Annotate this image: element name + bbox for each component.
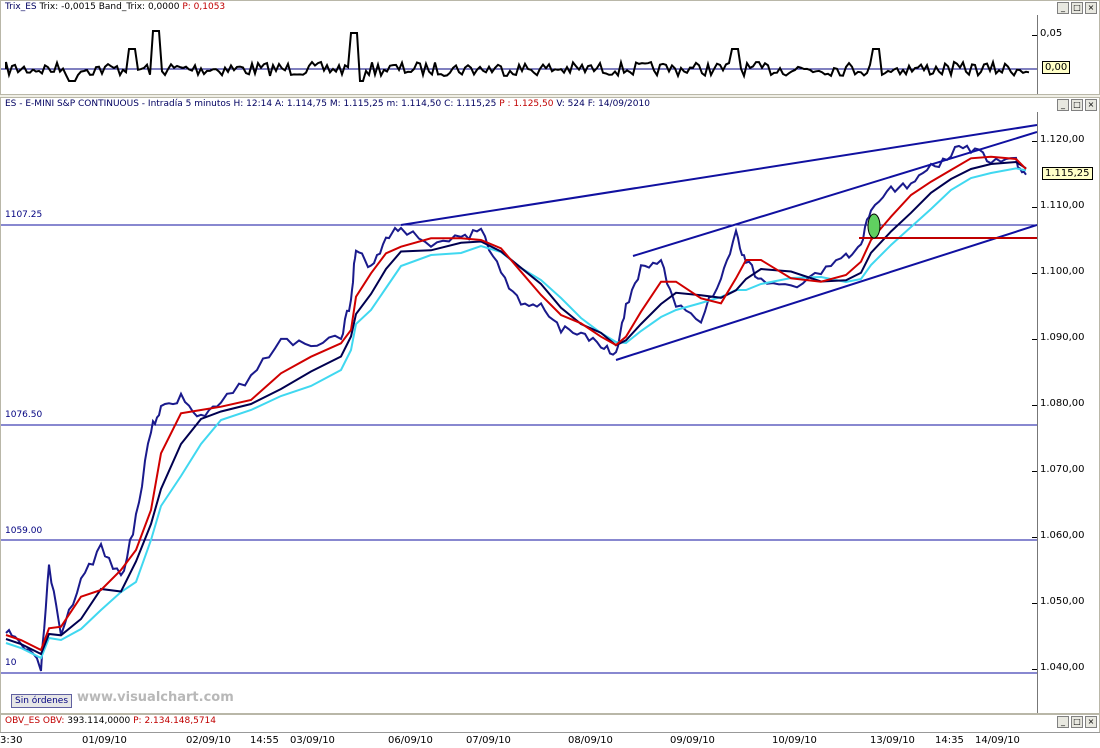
minimize-icon[interactable]: _ (1057, 716, 1069, 728)
trix-y-axis: 0,05 0,00 (1032, 15, 1099, 94)
close-value: C: 1.115,25 (444, 99, 497, 109)
price-tick: 1.040,00 (1032, 662, 1099, 673)
time-label: 08/09/10 (568, 735, 613, 746)
price-tick: 1.070,00 (1032, 464, 1099, 475)
minimize-icon[interactable]: _ (1057, 2, 1069, 14)
channel-top-line (632, 131, 1037, 257)
highlight-ellipse (867, 213, 881, 239)
time-label: 14:35 (935, 735, 964, 746)
volume-value: V: 524 (556, 99, 585, 109)
trix-plot (1, 30, 1037, 82)
price-tick: 1.090,00 (1032, 332, 1099, 343)
obv-name: OBV_ES (5, 716, 41, 726)
trix-p-value: 0,1053 (193, 2, 226, 12)
obv-panel: OBV_ES OBV: 393.114,0000 P: 2.134.148,57… (0, 714, 1100, 733)
price-y-axis: 1.120,00 1.110,00 1.100,00 1.090,00 1.08… (1032, 112, 1099, 713)
price-series (5, 144, 1027, 672)
time-label: 07/09/10 (466, 735, 511, 746)
close-icon[interactable]: × (1085, 99, 1097, 111)
obv-window-buttons: _ □ × (1057, 716, 1097, 728)
max-value: M: 1.115,25 (329, 99, 384, 109)
ma-navy-line (5, 160, 1027, 656)
trix-line (5, 30, 1030, 82)
time-label: 02/09/10 (186, 735, 231, 746)
symbol-label: ES - E-MINI S&P CONTINUOUS - Intradía 5 … (5, 99, 231, 109)
level-label: 1059.00 (5, 526, 43, 536)
price-tick: 1.060,00 (1032, 530, 1099, 541)
time-label: 3:30 (0, 735, 23, 746)
level-label: 10 (5, 658, 17, 668)
obv-p-label: P: (133, 716, 142, 726)
price-panel: ES - E-MINI S&P CONTINUOUS - Intradía 5 … (0, 97, 1100, 714)
trix-p-label: P: (182, 2, 191, 12)
time-label: 09/09/10 (670, 735, 715, 746)
band-value: 0,0000 (147, 2, 180, 12)
price-plot (1, 124, 1037, 674)
minimize-icon[interactable]: _ (1057, 99, 1069, 111)
time-label: 03/09/10 (290, 735, 335, 746)
trix-panel: Trix_ES Trix: -0,0015 Band_Trix: 0,0000 … (0, 0, 1100, 95)
time-label: 01/09/10 (82, 735, 127, 746)
obv-header: OBV_ES OBV: 393.114,0000 P: 2.134.148,57… (1, 715, 1099, 728)
obv-label: OBV: (42, 716, 65, 726)
min-value: m: 1.114,50 (386, 99, 442, 109)
a-value: A: 1.114,75 (274, 99, 327, 109)
price-tick: 1.050,00 (1032, 596, 1099, 607)
time-label: 06/09/10 (388, 735, 433, 746)
band-label: Band_Trix: (98, 2, 146, 12)
watermark: www.visualchart.com (77, 690, 234, 705)
current-price-box: 1.115,25 (1042, 167, 1093, 180)
close-icon[interactable]: × (1085, 2, 1097, 14)
no-orders-button[interactable]: Sin órdenes (11, 694, 73, 708)
maximize-icon[interactable]: □ (1071, 716, 1083, 728)
obv-p-value: 2.134.148,5714 (144, 716, 217, 726)
trix-current-box: 0,00 (1042, 61, 1071, 74)
time-axis: 3:30 01/09/10 02/09/10 14:55 03/09/10 06… (0, 732, 1100, 748)
time-label: 13/09/10 (870, 735, 915, 746)
level-label: 1107.25 (5, 210, 43, 220)
ma-red-line (5, 155, 1027, 652)
time-label: 10/09/10 (772, 735, 817, 746)
price-header: ES - E-MINI S&P CONTINUOUS - Intradía 5 … (1, 98, 1099, 111)
trix-name: Trix_ES (5, 2, 37, 12)
maximize-icon[interactable]: □ (1071, 99, 1083, 111)
maximize-icon[interactable]: □ (1071, 2, 1083, 14)
upper-trendline (400, 124, 1037, 226)
price-tick: 1.100,00 (1032, 266, 1099, 277)
price-window-buttons: _ □ × (1057, 99, 1097, 111)
trix-header: Trix_ES Trix: -0,0015 Band_Trix: 0,0000 … (1, 1, 1099, 14)
trix-window-buttons: _ □ × (1057, 2, 1097, 14)
close-icon[interactable]: × (1085, 716, 1097, 728)
channel-bottom-line (615, 224, 1037, 361)
date-value: F: 14/09/2010 (587, 99, 650, 109)
p-value: P : 1.125,50 (499, 99, 554, 109)
trix-label: Trix: (39, 2, 59, 12)
price-tick: 1.080,00 (1032, 398, 1099, 409)
price-tick: 1.110,00 (1032, 200, 1099, 211)
trix-tick: 0,05 (1032, 28, 1099, 39)
h-value: H: 12:14 (233, 99, 273, 109)
trix-value: -0,0015 (61, 2, 96, 12)
time-label: 14/09/10 (975, 735, 1020, 746)
obv-value: 393.114,0000 (67, 716, 131, 726)
price-tick: 1.120,00 (1032, 134, 1099, 145)
time-label: 14:55 (250, 735, 279, 746)
level-label: 1076.50 (5, 410, 43, 420)
